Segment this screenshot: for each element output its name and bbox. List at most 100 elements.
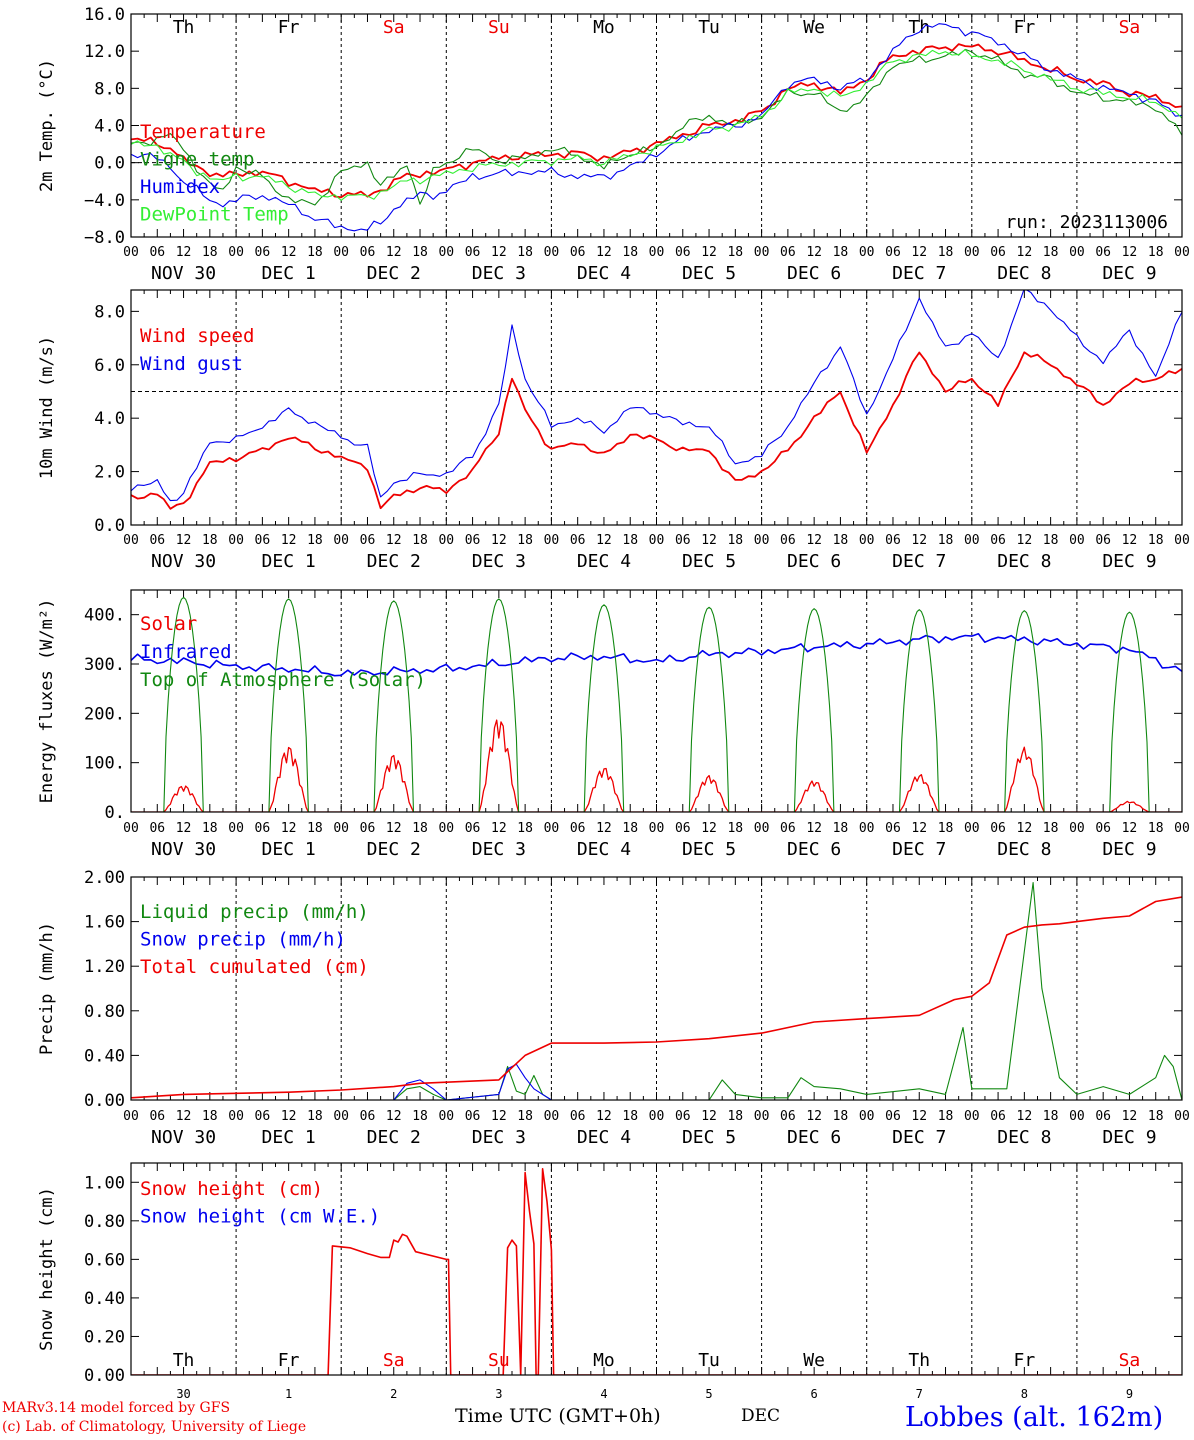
hour-label: 00 (228, 1109, 244, 1124)
hour-label: 00 (333, 1109, 349, 1124)
hour-label: 12 (911, 821, 927, 836)
hour-label: 06 (1095, 821, 1111, 836)
hour-label: 12 (176, 821, 192, 836)
legend-dewpoint-temp: DewPoint Temp (140, 204, 289, 226)
day-label: Mo (593, 1350, 615, 1371)
legend-liquid-precip-mm-h: Liquid precip (mm/h) (140, 901, 369, 923)
hour-label: 00 (438, 821, 454, 836)
hour-label: 12 (596, 533, 612, 548)
hour-label: 12 (1122, 821, 1138, 836)
hour-label: 06 (885, 1109, 901, 1124)
date-label: DEC 6 (787, 551, 841, 572)
day-label: Sa (383, 1350, 405, 1371)
hour-label: 00 (859, 533, 875, 548)
y-tick-label: 0.20 (84, 1327, 125, 1347)
day-label: Th (173, 17, 195, 38)
hour-label: 06 (149, 821, 165, 836)
hour-label: 00 (1069, 533, 1085, 548)
day-number-label: 9 (1126, 1387, 1133, 1401)
month-label: DEC (741, 1406, 781, 1426)
series-wind-speed (131, 351, 1182, 510)
hour-label: 12 (1122, 533, 1138, 548)
hour-label: 00 (1069, 245, 1085, 260)
y-axis-label: Energy fluxes (W/m²) (37, 599, 57, 804)
hour-label: 06 (255, 245, 271, 260)
legend-solar: Solar (140, 613, 197, 635)
hour-label: 18 (1148, 821, 1164, 836)
plot-frame (130, 589, 1183, 813)
hour-label: 06 (675, 533, 691, 548)
day-number-label: 5 (705, 1387, 712, 1401)
hour-label: 06 (885, 821, 901, 836)
hour-label: 06 (780, 821, 796, 836)
legend-vigne-temp: Vigne temp (140, 149, 254, 171)
y-tick-label: 4.0 (94, 117, 125, 137)
hour-label: 18 (938, 245, 954, 260)
hour-label: 18 (412, 821, 428, 836)
date-label: DEC 4 (577, 551, 631, 572)
date-label: DEC 3 (472, 839, 526, 860)
hour-label: 06 (465, 533, 481, 548)
day-label: Fr (1014, 1350, 1036, 1371)
series-snow-precip-mm-h (131, 1063, 1182, 1100)
y-tick-label: 1.60 (84, 913, 125, 933)
y-tick-label: 1.00 (84, 1173, 125, 1193)
hour-label: 18 (517, 1109, 533, 1124)
date-label: DEC 7 (892, 839, 946, 860)
hour-label: 06 (255, 821, 271, 836)
date-label: NOV 30 (151, 551, 216, 572)
date-label: DEC 7 (892, 263, 946, 284)
date-label: DEC 5 (682, 263, 736, 284)
hour-label: 00 (123, 533, 139, 548)
hour-label: 00 (1069, 1109, 1085, 1124)
series-infrared (131, 632, 1182, 677)
y-tick-label: 12.0 (84, 42, 125, 62)
y-tick-label: 6.0 (94, 356, 125, 376)
day-label: Th (173, 1350, 195, 1371)
day-label: Mo (593, 17, 615, 38)
hour-label: 18 (833, 1109, 849, 1124)
hour-label: 18 (517, 821, 533, 836)
date-label: DEC 2 (367, 1127, 421, 1148)
date-label: DEC 1 (262, 839, 316, 860)
day-number-label: 7 (916, 1387, 923, 1401)
y-tick-label: 2.00 (84, 868, 125, 888)
y-tick-label: 1.20 (84, 957, 125, 977)
y-tick-label: 0.00 (84, 1091, 125, 1111)
hour-label: 18 (517, 245, 533, 260)
legend-wind-speed: Wind speed (140, 325, 254, 347)
hour-label: 00 (649, 245, 665, 260)
hour-label: 00 (438, 1109, 454, 1124)
hour-label: 06 (570, 821, 586, 836)
hour-label: 06 (360, 245, 376, 260)
hour-label: 06 (465, 821, 481, 836)
hour-label: 18 (202, 1109, 218, 1124)
hour-label: 00 (1069, 821, 1085, 836)
date-label: DEC 6 (787, 1127, 841, 1148)
hour-label: 06 (255, 533, 271, 548)
hour-label: 00 (964, 821, 980, 836)
hour-label: 18 (622, 821, 638, 836)
hour-label: 00 (964, 1109, 980, 1124)
y-tick-label: 0.00 (84, 1366, 125, 1386)
date-label: DEC 4 (577, 263, 631, 284)
day-label: Fr (278, 17, 300, 38)
day-number-label: 4 (600, 1387, 607, 1401)
hour-label: 12 (281, 533, 297, 548)
y-tick-label: 0.80 (84, 1212, 125, 1232)
hour-label: 00 (859, 1109, 875, 1124)
hour-label: 06 (885, 533, 901, 548)
legend-top-of-atmosphere-solar: Top of Atmosphere (Solar) (140, 669, 426, 691)
hour-label: 06 (780, 1109, 796, 1124)
y-tick-label: −4.0 (84, 191, 125, 211)
y-tick-label: 300. (84, 655, 125, 675)
hour-label: 06 (149, 245, 165, 260)
series-snow-height-cm (131, 1168, 1182, 1375)
series-temperature (131, 43, 1182, 199)
hour-label: 18 (1148, 1109, 1164, 1124)
hour-label: 18 (727, 821, 743, 836)
day-label: We (803, 1350, 825, 1371)
hour-label: 00 (649, 821, 665, 836)
hour-label: 12 (491, 821, 507, 836)
y-tick-label: 8.0 (94, 79, 125, 99)
